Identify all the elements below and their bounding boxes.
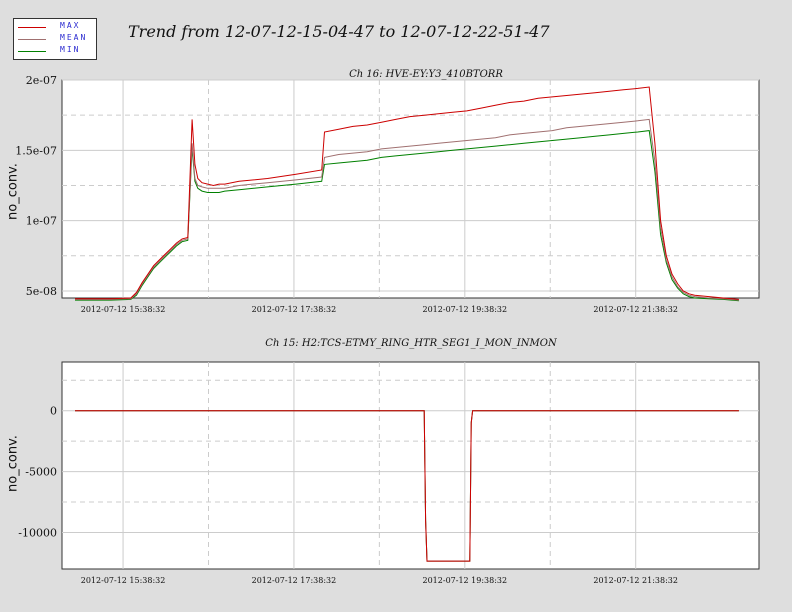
ytick-label: 5e-08: [26, 285, 57, 298]
legend-label-min: MIN: [60, 45, 81, 54]
chart-title-2: Ch 15: H2:TCS-ETMY_RING_HTR_SEG1_I_MON_I…: [265, 338, 557, 349]
legend-box: MAX MEAN MIN: [13, 18, 97, 60]
xtick-label: 2012-07-12 17:38:32: [252, 305, 337, 314]
xtick-label: 2012-07-12 17:38:32: [252, 576, 337, 585]
legend-entry-max: MAX: [18, 21, 96, 33]
plot-area-1: [61, 79, 760, 299]
series-line-mean-1: [75, 118, 739, 301]
ytick-label: 0: [50, 405, 57, 418]
legend-label-max: MAX: [60, 21, 81, 30]
xtick-label: 2012-07-12 21:38:32: [593, 576, 678, 585]
xtick-label: 2012-07-12 21:38:32: [593, 305, 678, 314]
legend-swatch-mean: [18, 39, 46, 40]
series-line-max-1: [75, 86, 739, 300]
legend-entry-mean: MEAN: [18, 33, 96, 45]
plot-area-2: [61, 361, 760, 570]
page-title: Trend from 12-07-12-15-04-47 to 12-07-12…: [128, 22, 550, 41]
legend-swatch-min: [18, 51, 46, 52]
legend-label-mean: MEAN: [60, 33, 88, 42]
legend-entry-min: MIN: [18, 45, 96, 57]
series-line-max-2: [75, 410, 739, 562]
xtick-label: 2012-07-12 19:38:32: [423, 305, 508, 314]
legend-swatch-max: [18, 27, 46, 28]
series-line-min-1: [75, 130, 739, 302]
ytick-label: 2e-07: [26, 74, 57, 87]
xtick-label: 2012-07-12 19:38:32: [423, 576, 508, 585]
ytick-label: -5000: [25, 466, 57, 479]
ytick-label: -10000: [18, 526, 57, 539]
xtick-label: 2012-07-12 15:38:32: [81, 305, 166, 314]
ytick-label: 1e-07: [26, 215, 57, 228]
ytick-label: 1.5e-07: [15, 144, 57, 157]
xtick-label: 2012-07-12 15:38:32: [81, 576, 166, 585]
chart-title-1: Ch 16: HVE-EY:Y3_410BTORR: [349, 69, 503, 80]
